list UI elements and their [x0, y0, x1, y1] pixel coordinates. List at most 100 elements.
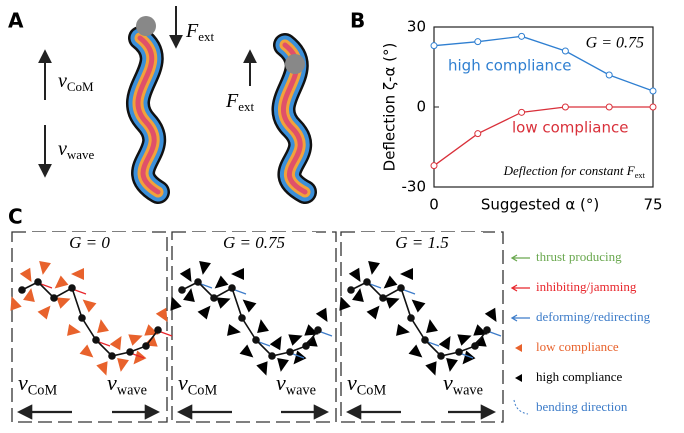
compliance-marker — [214, 275, 229, 289]
compliance-marker — [170, 296, 182, 311]
velocity-label: vwave — [276, 370, 316, 399]
velocity-label: vwave — [107, 370, 147, 399]
title-bg — [32, 232, 147, 254]
velocity-label: vCoM — [58, 70, 94, 94]
compliance-marker — [457, 334, 472, 346]
joint — [210, 294, 218, 302]
velocity-label: vwave — [58, 138, 95, 162]
y-tick-label: 0 — [416, 98, 426, 116]
compliance-marker — [197, 305, 211, 320]
velocity-label-main: v — [18, 370, 28, 395]
compliance-marker — [277, 358, 289, 372]
legend-symbol — [515, 374, 522, 382]
joint — [437, 352, 445, 360]
force-arrow — [403, 289, 416, 295]
velocity-label-main: v — [276, 370, 286, 395]
force-arrow — [489, 331, 502, 337]
velocity-label-main: v — [107, 370, 117, 395]
joint — [421, 336, 429, 344]
force-arrow — [258, 341, 271, 347]
legend-symbol — [513, 399, 529, 415]
velocity-label-sub: wave — [117, 383, 147, 399]
compliance-marker — [54, 275, 69, 289]
compliance-marker — [117, 358, 129, 372]
compliance-marker — [19, 267, 32, 283]
compliance-marker — [179, 267, 192, 283]
legend-label: high compliance — [536, 369, 623, 384]
velocity-label-main: v — [443, 370, 453, 395]
joint — [268, 352, 276, 360]
legend-label: low compliance — [536, 339, 619, 354]
note-sub: ext — [635, 170, 646, 180]
compliance-marker — [67, 324, 81, 336]
joint — [379, 294, 387, 302]
box-title: G = 1.5 — [395, 233, 449, 252]
legend-symbol — [515, 344, 522, 352]
joint — [92, 336, 100, 344]
point — [605, 103, 613, 111]
joint — [126, 348, 134, 356]
velocity-label-sub: wave — [286, 383, 316, 399]
compliance-marker — [256, 361, 268, 376]
velocity-label: vCoM — [178, 370, 217, 399]
joint — [154, 326, 162, 334]
compliance-marker — [128, 334, 143, 346]
joint — [347, 286, 355, 294]
compliance-marker — [438, 335, 451, 351]
force-label-sub: ext — [198, 29, 214, 44]
body-chain — [21, 281, 159, 357]
compliance-marker — [216, 297, 231, 309]
joint — [252, 336, 260, 344]
joint — [286, 348, 294, 356]
compliance-marker — [10, 296, 22, 311]
title-bg — [361, 232, 483, 254]
velocity-label: vwave — [443, 370, 483, 399]
legend-label: thrust producing — [536, 249, 622, 264]
compliance-marker — [79, 344, 94, 358]
velocity-label-sub: CoM — [357, 383, 387, 399]
joint — [314, 326, 322, 334]
force-arrow — [427, 341, 440, 347]
compliance-marker — [257, 319, 269, 333]
force-label-main: F — [225, 90, 239, 112]
compliance-marker — [37, 305, 51, 320]
compliance-marker — [396, 324, 410, 336]
point — [561, 47, 569, 55]
joint — [18, 286, 26, 294]
velocity-label: vCoM — [347, 370, 386, 399]
compliance-marker — [39, 261, 51, 275]
compliance-marker — [133, 350, 147, 365]
point — [430, 42, 438, 50]
joint — [228, 284, 236, 292]
compliance-marker — [71, 268, 84, 280]
compliance-marker — [155, 307, 168, 323]
compliance-marker — [109, 335, 122, 351]
velocity-label-main: v — [178, 370, 188, 395]
force-arrow — [74, 289, 87, 295]
joint — [78, 314, 86, 322]
force-label: Fext — [225, 90, 254, 114]
compliance-marker — [348, 267, 361, 283]
point — [474, 130, 482, 138]
compliance-marker — [231, 268, 244, 280]
force-arrow — [132, 353, 145, 359]
joint — [178, 286, 186, 294]
compliance-marker — [484, 307, 497, 323]
joint — [50, 294, 58, 302]
x-tick-label: 0 — [429, 196, 439, 214]
velocity-label-sub: CoM — [188, 383, 218, 399]
compliance-marker — [239, 344, 254, 358]
point — [518, 108, 526, 116]
compliance-marker — [408, 344, 423, 358]
note-main: Deflection for constant F — [503, 163, 636, 178]
y-tick-label: 30 — [407, 18, 426, 36]
panel-label: A — [8, 9, 24, 33]
panel-label: C — [8, 205, 23, 229]
joint — [142, 342, 150, 350]
compliance-marker — [383, 275, 398, 289]
compliance-marker — [425, 361, 437, 376]
compliance-marker — [242, 299, 257, 313]
point — [430, 162, 438, 170]
compliance-marker — [368, 261, 380, 275]
body-chain — [181, 281, 319, 357]
